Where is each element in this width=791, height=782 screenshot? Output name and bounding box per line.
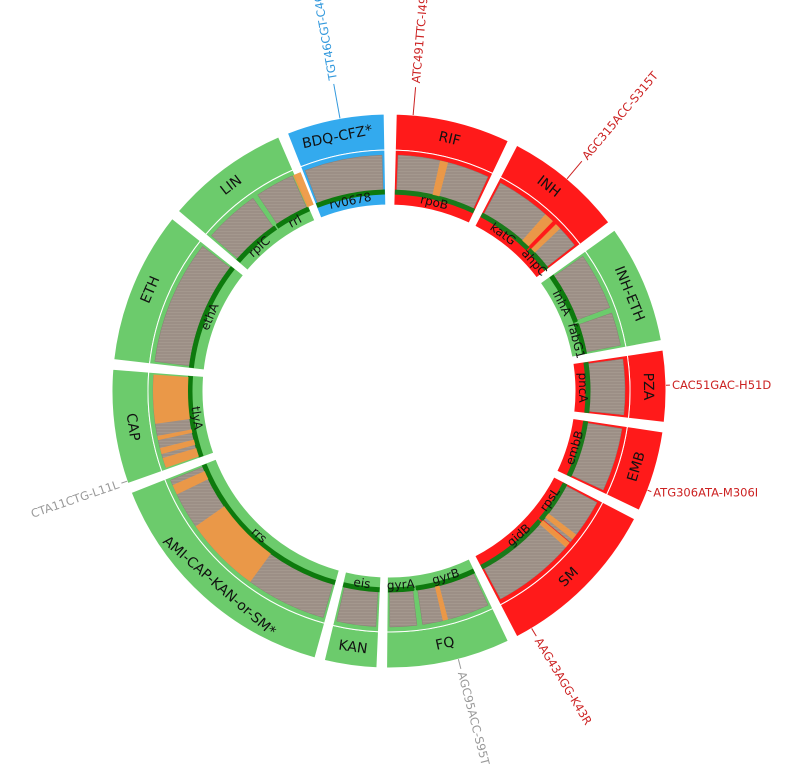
gene-label-pnca: pncA: [576, 372, 591, 403]
mutation-leader: [334, 84, 340, 118]
mutation-leader: [413, 87, 415, 115]
mutation-label-atc491ttc-i491f: ATC491TTC-I491F: [409, 0, 432, 84]
drug-label-pza: PZA: [640, 373, 656, 401]
gene-ring: [148, 150, 630, 632]
gene-label-gyra: gyrA: [387, 577, 416, 593]
gene-coverage-pnca[interactable]: [588, 359, 625, 415]
mutation-leader: [121, 481, 127, 483]
mutation-leader: [648, 490, 652, 491]
mutation-label-cta11ctg-l11l: CTA11CTG-L11L: [29, 477, 121, 520]
variant-band: [153, 375, 190, 424]
mutation-label-tgt46cgt-c46r: TGT46CGT-C46R: [309, 0, 340, 82]
mutation-label-agc95acc-s95t: AGC95ACC-S95T: [455, 670, 493, 767]
gene-label-eis: eis: [353, 575, 372, 591]
gene-coverage-eis[interactable]: [337, 587, 378, 627]
mutation-label-atg306ata-m306i: ATG306ATA-M306I: [653, 485, 758, 499]
mutation-label-agc315acc-s315t: AGC315ACC-S315T: [579, 68, 662, 163]
mutation-leader: [532, 628, 537, 636]
mutation-label-cac51gac-h51d: CAC51GAC-H51D: [672, 378, 771, 392]
mutation-leader: [458, 659, 461, 669]
gene-coverage-gyra[interactable]: [390, 591, 417, 627]
mutation-label-aag43agg-k43r: AAG43AGG-K43R: [532, 635, 595, 727]
mutation-leader: [567, 161, 582, 179]
